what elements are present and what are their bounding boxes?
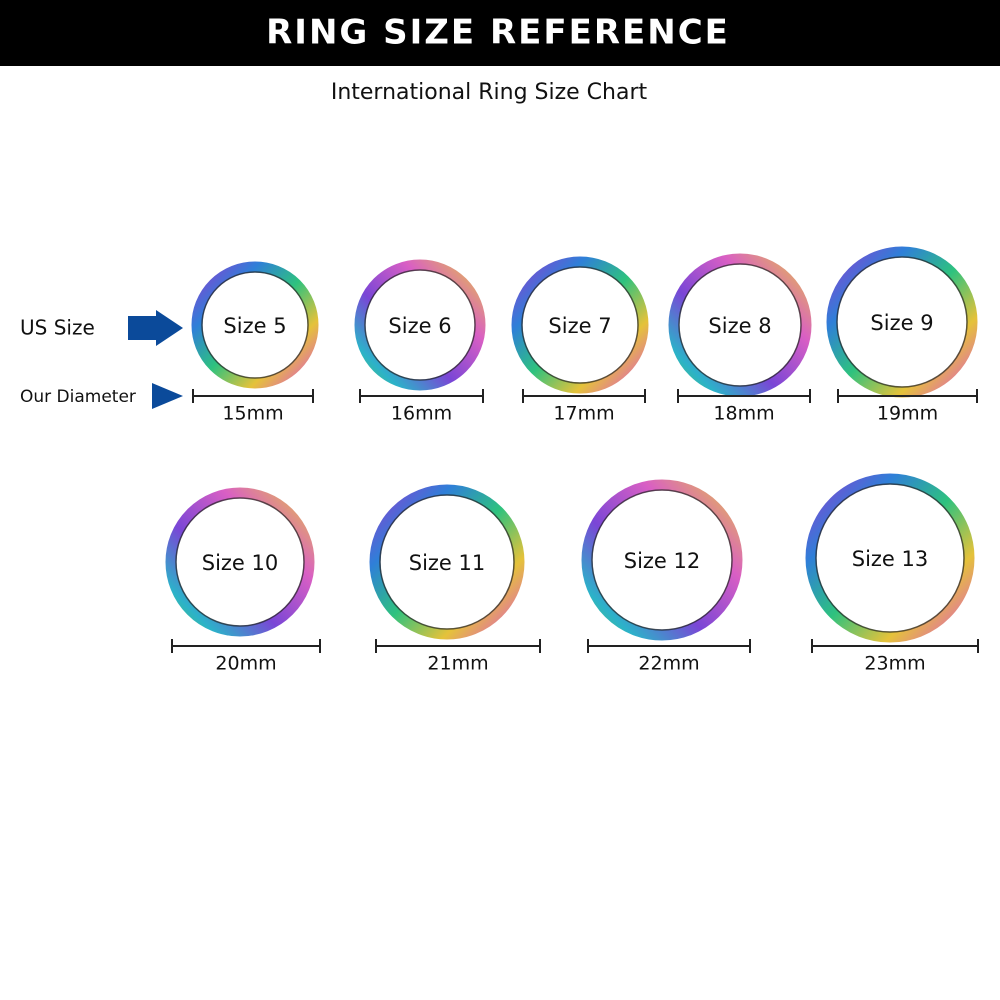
ring-inner-edge bbox=[521, 266, 639, 384]
ring-inner-edge bbox=[678, 263, 802, 387]
ring bbox=[826, 246, 978, 398]
ring-size: Size 8 bbox=[708, 314, 771, 338]
ring-inner-edge bbox=[591, 489, 733, 631]
ring-size: Size 12 bbox=[624, 549, 701, 573]
ring-size: Size 9 bbox=[870, 311, 933, 335]
ring bbox=[511, 256, 649, 394]
ring-inner-edge bbox=[175, 497, 305, 627]
us-size-label: US Size bbox=[20, 316, 95, 340]
ring-diameter: 19mm bbox=[877, 403, 938, 425]
ring bbox=[191, 261, 319, 389]
ring-inner-edge bbox=[836, 256, 968, 388]
ring-inner-edge bbox=[364, 269, 476, 381]
header-title: RING SIZE REFERENCE bbox=[266, 13, 730, 53]
subtitle: International Ring Size Chart bbox=[331, 80, 648, 105]
ring bbox=[165, 487, 315, 637]
header-bar bbox=[0, 0, 1000, 66]
ring bbox=[668, 253, 812, 397]
ring-diameter: 23mm bbox=[864, 653, 925, 675]
ring bbox=[369, 484, 525, 640]
ring-diameter: 16mm bbox=[391, 403, 452, 425]
ring-inner-edge bbox=[379, 494, 515, 630]
ring-size: Size 11 bbox=[409, 551, 486, 575]
ring bbox=[581, 479, 743, 641]
ring-size: Size 5 bbox=[223, 314, 286, 338]
ring-diameter: 21mm bbox=[427, 653, 488, 675]
ring-diameter: 17mm bbox=[553, 403, 614, 425]
ring-size: Size 6 bbox=[388, 314, 451, 338]
ring-diameter: 18mm bbox=[713, 403, 774, 425]
ring-size: Size 13 bbox=[852, 547, 929, 571]
arrow bbox=[152, 383, 183, 409]
ring bbox=[805, 473, 975, 643]
ring bbox=[354, 259, 486, 391]
diameter-label: Our Diameter bbox=[20, 387, 136, 407]
ring-diameter: 22mm bbox=[638, 653, 699, 675]
ring-size: Size 10 bbox=[202, 551, 279, 575]
arrow bbox=[128, 310, 183, 346]
ring-size: Size 7 bbox=[548, 314, 611, 338]
ring-diameter: 20mm bbox=[215, 653, 276, 675]
ring-inner-edge bbox=[201, 271, 309, 379]
ring-inner-edge bbox=[815, 483, 965, 633]
ring-diameter: 15mm bbox=[222, 403, 283, 425]
